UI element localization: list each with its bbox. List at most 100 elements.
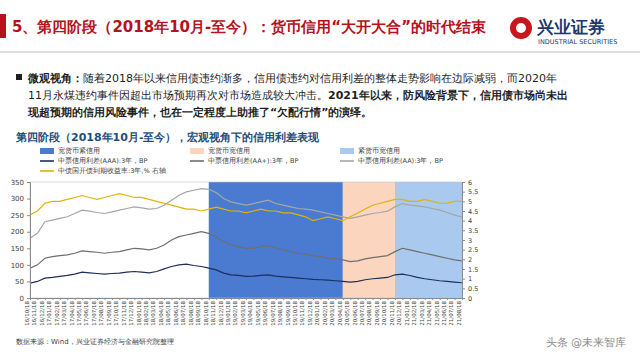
axis-tick: 16/10/18: [24, 298, 31, 326]
tick-label: 20/04/18: [337, 301, 343, 326]
tick-mark: [268, 298, 269, 300]
axis-tick: 300: [11, 195, 30, 203]
tick-mark: [216, 298, 217, 300]
axis-tick: 20/11/18: [389, 298, 396, 326]
tick-label: 16/12/18: [39, 301, 45, 326]
tick-mark: [142, 298, 143, 300]
legend-label: 中票信用利差(AA+):3年，BP: [208, 157, 298, 165]
tick-label: 18/10/18: [203, 301, 209, 326]
tick-label: 0.5: [468, 285, 478, 293]
axis-tick: 18/08/18: [188, 298, 195, 326]
tick-mark: [27, 265, 30, 266]
axis-tick: 50: [15, 278, 30, 286]
tick-mark: [60, 298, 61, 300]
axis-tick: 20/10/18: [381, 298, 388, 326]
axis-tick: 20/07/18: [359, 298, 366, 326]
tick-label: 17/12/18: [128, 301, 134, 326]
tick-mark: [52, 298, 53, 300]
tick-mark: [246, 298, 247, 300]
axis-line: [463, 183, 466, 299]
tick-label: 300: [11, 195, 24, 203]
legend-item: 中债国开债到期收益率:3年,% 右轴: [40, 167, 166, 175]
tick-mark: [97, 298, 98, 300]
axis-tick: 18/10/18: [203, 298, 210, 326]
tick-mark: [127, 298, 128, 300]
tick-mark: [30, 298, 31, 300]
tick-mark: [380, 298, 381, 300]
tick-mark: [462, 221, 465, 222]
tick-mark: [313, 298, 314, 300]
axis-tick: 20/09/18: [374, 298, 381, 326]
logo-icon-inner: [516, 23, 526, 33]
tick-label: 19/10/18: [292, 301, 298, 326]
tick-label: 19/12/18: [307, 301, 313, 326]
axis-tick: 18/09/18: [195, 298, 202, 326]
axis-tick: 250: [11, 212, 30, 220]
legend-label: 宽货币紧信用: [58, 147, 100, 155]
axis-tick: 350: [11, 179, 30, 187]
axis-tick: 16/11/18: [31, 298, 38, 326]
tick-mark: [90, 298, 91, 300]
tick-mark: [134, 298, 135, 300]
tick-label: 20/11/18: [389, 301, 395, 326]
axis-tick: 17/06/18: [83, 298, 90, 326]
tick-label: 17/01/18: [46, 301, 52, 326]
tick-label: 21/02/18: [411, 301, 417, 326]
tick-mark: [291, 298, 292, 300]
tick-label: 1.5: [468, 266, 478, 274]
tick-label: 5.5: [468, 188, 478, 196]
watermark: 头条 @未来智库: [546, 336, 627, 349]
tick-mark: [343, 298, 344, 300]
axis-tick: 18/01/18: [136, 298, 143, 326]
tick-label: 19/04/18: [247, 301, 253, 326]
legend-item: 中票信用利差(AA):3年，BP: [340, 157, 443, 165]
axis-tick: 1.5: [462, 266, 478, 274]
axis-tick: 5: [462, 198, 472, 206]
axis-tick: 19/01/18: [225, 298, 232, 326]
legend-swatch: [40, 148, 54, 154]
tick-mark: [27, 298, 30, 299]
axis-tick: 19/11/18: [299, 298, 306, 326]
tick-mark: [410, 298, 411, 300]
axis-tick: 20/04/18: [337, 298, 344, 326]
axis-tick: 21/02/18: [411, 298, 418, 326]
tick-label: 4: [468, 217, 472, 225]
axis-tick: 17/03/18: [61, 298, 68, 326]
legend-swatch: [190, 148, 204, 154]
tick-label: 20/01/18: [314, 301, 320, 326]
tick-label: 21/01/18: [404, 301, 410, 326]
axis-tick: 18/06/18: [173, 298, 180, 326]
axis-tick: 17/11/18: [121, 298, 128, 326]
axis-tick: 20/02/18: [322, 298, 329, 326]
tick-label: 21/06/18: [441, 301, 447, 326]
tick-mark: [201, 298, 202, 300]
legend-swatch: [40, 170, 54, 172]
y2-axis: 00.511.522.533.544.555.56: [462, 179, 478, 303]
tick-mark: [194, 298, 195, 300]
axis-tick: 17/08/18: [98, 298, 105, 326]
axis-tick: 6: [462, 179, 472, 187]
tick-label: 19/08/18: [277, 301, 283, 326]
tick-mark: [462, 279, 465, 280]
axis-tick: 0.5: [462, 285, 478, 293]
tick-label: 100: [11, 262, 24, 270]
tick-mark: [67, 298, 68, 300]
tick-label: 19/01/18: [225, 301, 231, 326]
tick-label: 20/09/18: [374, 301, 380, 326]
legend-label: 中票信用利差(AAA):3年，BP: [58, 157, 148, 165]
chart-title: 第四阶段（2018年10月-至今），宏观视角下的信用利差表现: [15, 131, 320, 144]
tick-mark: [27, 182, 30, 183]
tick-mark: [112, 298, 113, 300]
axis-tick: 18/02/18: [143, 298, 150, 326]
tick-label: 18/02/18: [143, 301, 149, 326]
tick-label: 19/06/18: [262, 301, 268, 326]
plot-frame: [30, 182, 462, 298]
axis-tick: 17/04/18: [69, 298, 76, 326]
tick-label: 2: [468, 256, 472, 264]
y-axis: 050100150200250300350: [11, 179, 31, 303]
tick-label: 20/07/18: [359, 301, 365, 326]
tick-label: 19/11/18: [299, 301, 305, 326]
tick-mark: [455, 298, 456, 300]
tick-mark: [462, 250, 465, 251]
axis-tick: 17/12/18: [128, 298, 135, 326]
